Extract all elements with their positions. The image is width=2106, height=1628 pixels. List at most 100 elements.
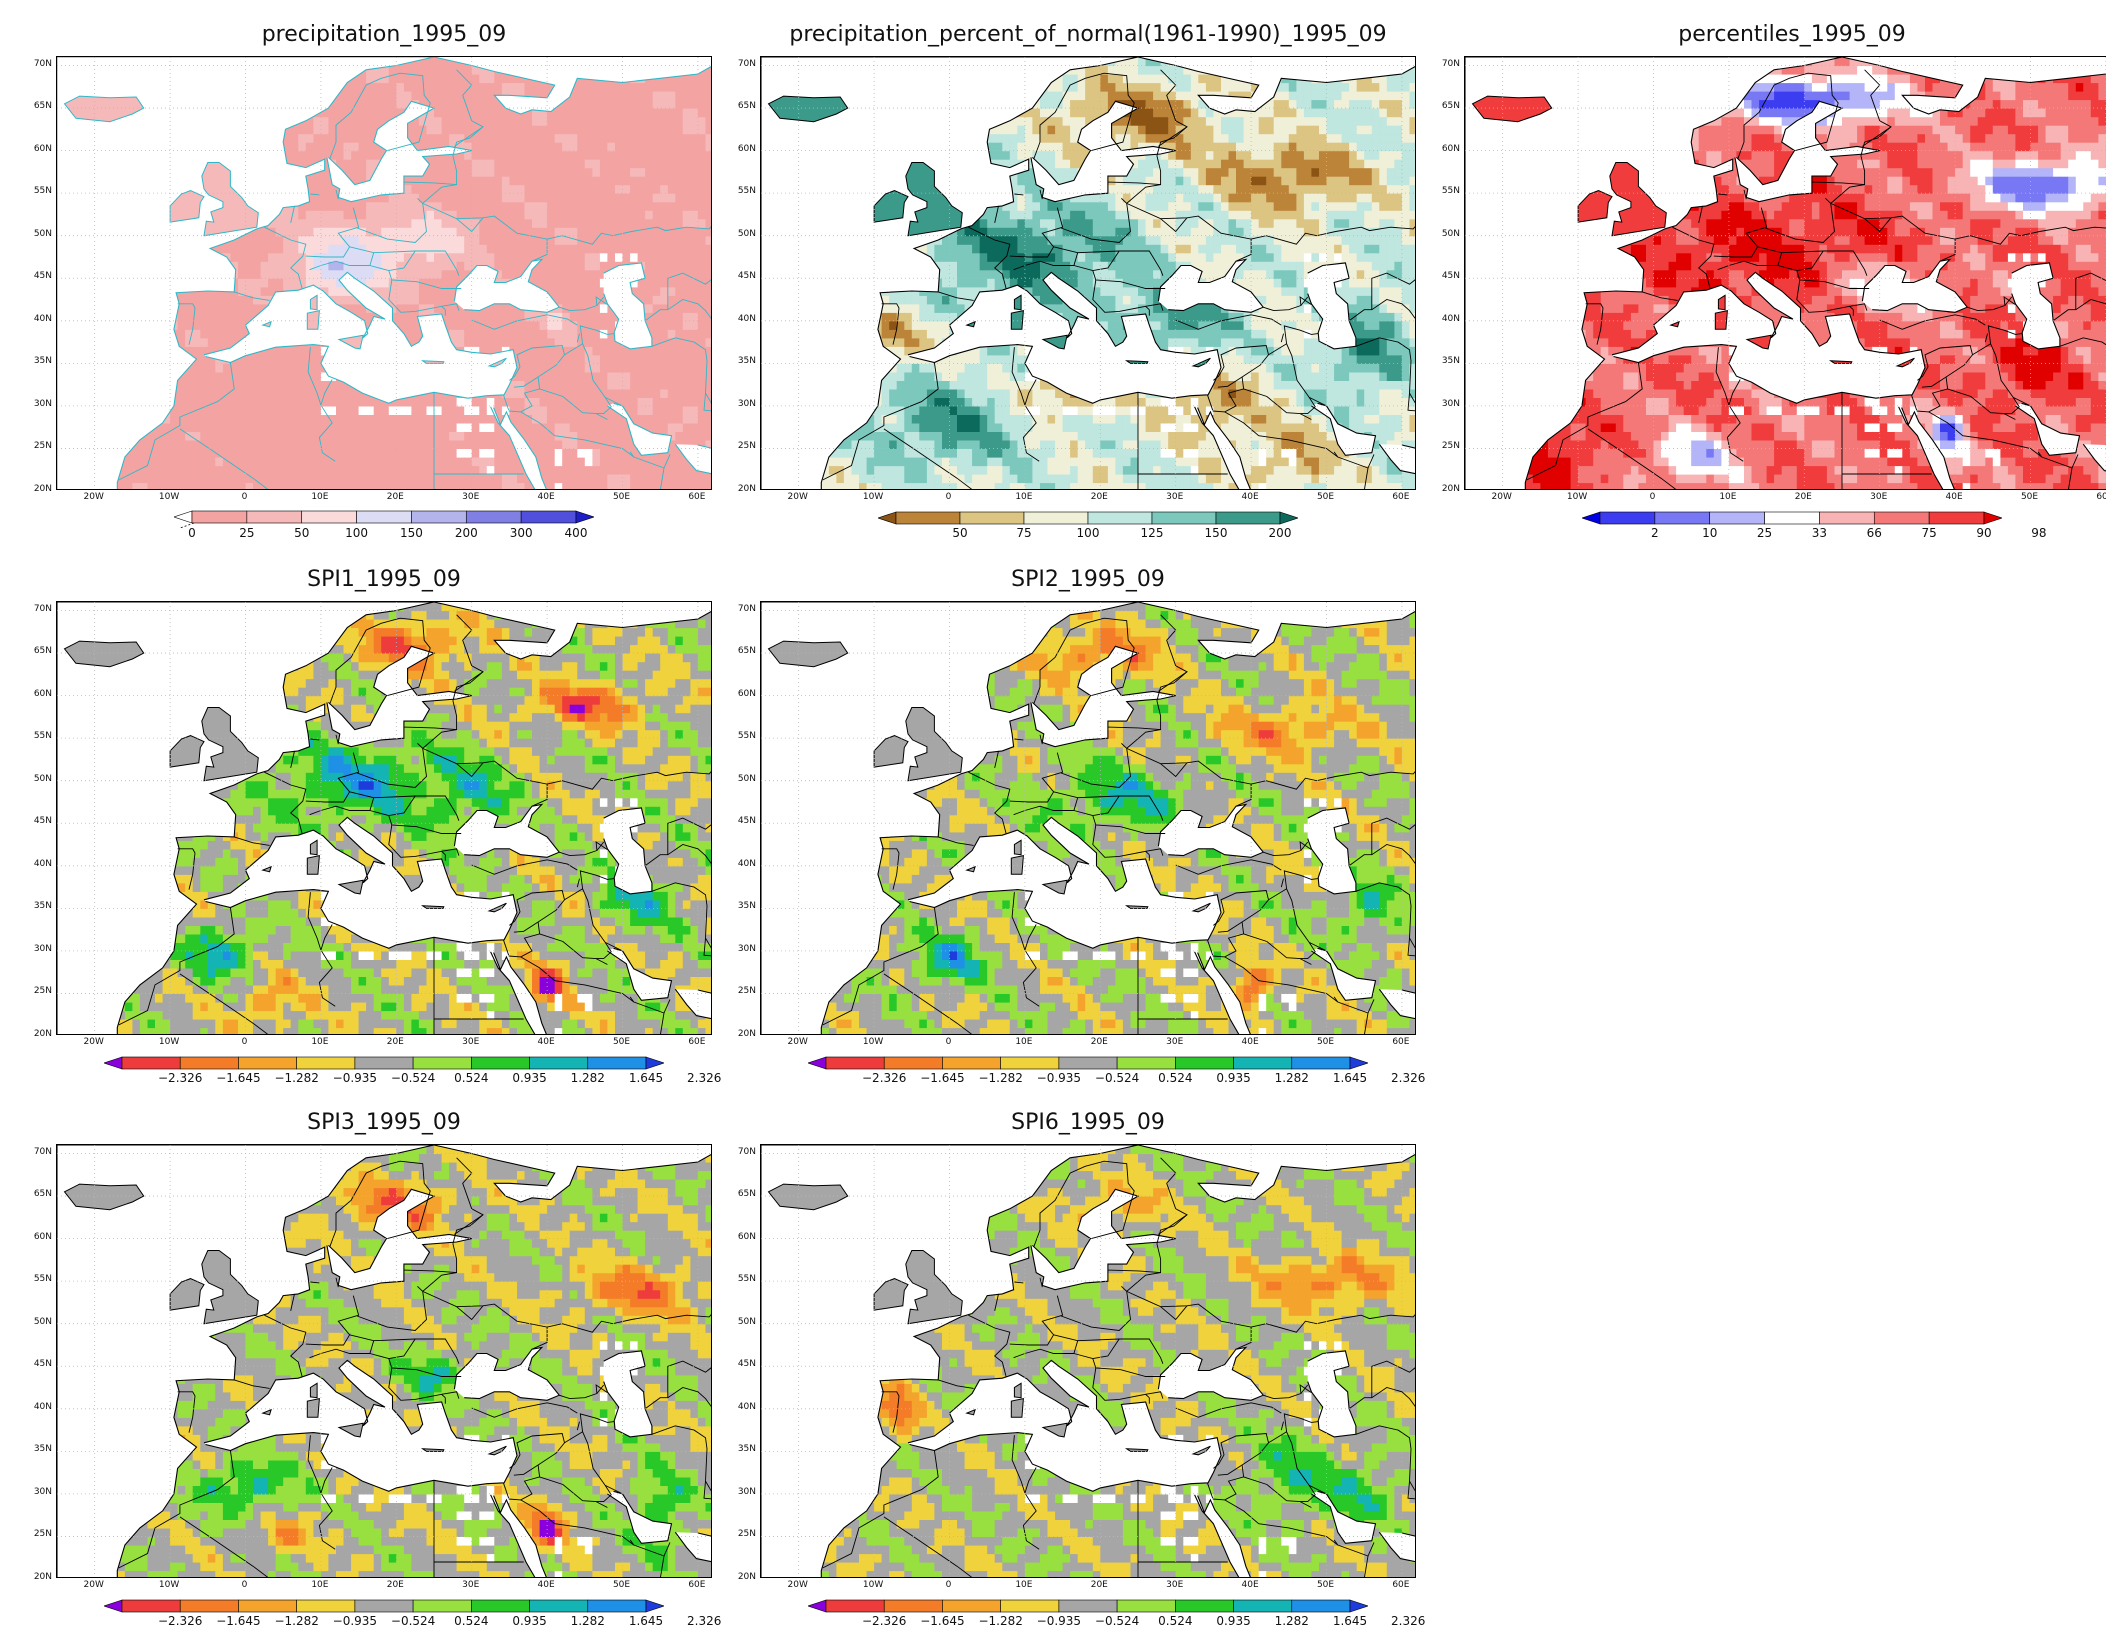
- lat-tick-label: 35N: [26, 1444, 52, 1454]
- colorbar-label: −2.326: [859, 1071, 909, 1085]
- lat-tick-label: 50N: [26, 229, 52, 239]
- lat-tick-label: 30N: [26, 1487, 52, 1497]
- colorbar-swatch: [411, 511, 466, 523]
- lat-tick-label: 25N: [26, 441, 52, 451]
- lat-tick-label: 30N: [26, 399, 52, 409]
- lon-tick-label: 10W: [154, 1580, 184, 1590]
- colorbar-swatch: [122, 1057, 180, 1069]
- colorbar-label: 0.524: [1150, 1071, 1200, 1085]
- colorbar-label: 75: [1904, 526, 1954, 540]
- lon-tick-label: 40E: [1235, 1037, 1265, 1047]
- colorbar-swatch: [355, 1600, 413, 1612]
- colorbar-swatch: [1292, 1057, 1350, 1069]
- colorbar-label: −1.645: [917, 1071, 967, 1085]
- lat-tick-label: 45N: [26, 816, 52, 826]
- lon-tick-label: 10E: [305, 492, 335, 502]
- colorbar-swatch: [1292, 1600, 1350, 1612]
- colorbar-label: 1.645: [621, 1071, 671, 1085]
- lat-tick-label: 55N: [730, 186, 756, 196]
- colorbar-label: 0: [167, 526, 217, 540]
- lat-tick-label: 65N: [26, 1189, 52, 1199]
- map-field: [57, 602, 712, 1035]
- lat-tick-label: 20N: [730, 1029, 756, 1039]
- colorbar-label: −1.282: [976, 1614, 1026, 1628]
- colorbar-swatch: [1600, 512, 1655, 524]
- lon-tick-label: 40E: [1235, 492, 1265, 502]
- lon-tick-label: 60E: [682, 492, 712, 502]
- lon-tick-label: 50E: [1311, 492, 1341, 502]
- lon-tick-label: 10W: [858, 1037, 888, 1047]
- lon-tick-label: 20W: [783, 1580, 813, 1590]
- lon-tick-label: 10E: [1009, 492, 1039, 502]
- lat-tick-label: 20N: [26, 1572, 52, 1582]
- colorbar-lower-arrow: [174, 511, 192, 523]
- lat-tick-label: 40N: [730, 859, 756, 869]
- colorbar-lower-arrow: [878, 512, 896, 524]
- colorbar-label: 1.282: [563, 1614, 613, 1628]
- lat-tick-label: 20N: [26, 1029, 52, 1039]
- lat-tick-label: 20N: [730, 1572, 756, 1582]
- lon-tick-label: 10W: [154, 1037, 184, 1047]
- colorbar-label: 200: [1255, 526, 1305, 540]
- map-frame: [760, 1144, 1416, 1578]
- colorbar-label: 25: [222, 526, 272, 540]
- lat-tick-label: 35N: [730, 356, 756, 366]
- colorbar-label: 0.524: [1150, 1614, 1200, 1628]
- colorbar-label: 98: [2014, 526, 2064, 540]
- lat-tick-label: 40N: [26, 1402, 52, 1412]
- lon-tick-label: 0: [934, 1580, 964, 1590]
- lon-tick-label: 60E: [682, 1580, 712, 1590]
- island: [1715, 311, 1727, 330]
- map-field: [57, 1145, 712, 1578]
- colorbar-upper-arrow: [1280, 512, 1298, 524]
- colorbar-swatch: [180, 1600, 238, 1612]
- colorbar-label: 0.935: [1209, 1614, 1259, 1628]
- lat-tick-label: 45N: [1434, 271, 1460, 281]
- lon-tick-label: 20W: [79, 492, 109, 502]
- colorbar-label: −2.326: [859, 1614, 909, 1628]
- lat-tick-label: 55N: [730, 1274, 756, 1284]
- colorbar-label: −2.326: [155, 1071, 205, 1085]
- lon-tick-label: 20W: [79, 1580, 109, 1590]
- colorbar-label: 1.645: [1325, 1071, 1375, 1085]
- lat-tick-label: 70N: [26, 1147, 52, 1157]
- colorbar-label: 200: [441, 526, 491, 540]
- colorbar-upper-arrow: [646, 1600, 664, 1612]
- colorbar-label: 25: [1740, 526, 1790, 540]
- colorbar-swatch: [826, 1057, 884, 1069]
- colorbar-swatch: [1929, 512, 1984, 524]
- map-field: [761, 602, 1416, 1035]
- colorbar-swatch: [942, 1057, 1000, 1069]
- colorbar-upper-arrow: [646, 1057, 664, 1069]
- colorbar-label: 400: [551, 526, 601, 540]
- colorbar-swatch: [1874, 512, 1929, 524]
- lon-tick-label: 20W: [783, 492, 813, 502]
- colorbar-swatch: [1001, 1057, 1059, 1069]
- lon-tick-label: 20W: [1487, 492, 1517, 502]
- lat-tick-label: 70N: [730, 1147, 756, 1157]
- lon-tick-label: 60E: [1386, 1037, 1416, 1047]
- colorbar-swatch: [180, 1057, 238, 1069]
- lon-tick-label: 60E: [2090, 492, 2106, 502]
- colorbar-swatch: [1175, 1600, 1233, 1612]
- lat-tick-label: 30N: [730, 944, 756, 954]
- colorbar-label: 1.645: [621, 1614, 671, 1628]
- lon-tick-label: 40E: [531, 492, 561, 502]
- colorbar-label: 66: [1849, 526, 1899, 540]
- lat-tick-label: 35N: [26, 901, 52, 911]
- lat-tick-label: 50N: [1434, 229, 1460, 239]
- lat-tick-label: 20N: [730, 484, 756, 494]
- lon-tick-label: 0: [934, 492, 964, 502]
- lon-tick-label: 0: [1638, 492, 1668, 502]
- colorbar-lower-arrow: [808, 1600, 826, 1612]
- lat-tick-label: 55N: [1434, 186, 1460, 196]
- colorbar-label: 0.935: [1209, 1071, 1259, 1085]
- colorbar-swatch: [1024, 512, 1088, 524]
- lon-tick-label: 0: [934, 1037, 964, 1047]
- lon-tick-label: 20E: [1084, 1580, 1114, 1590]
- lat-tick-label: 70N: [26, 59, 52, 69]
- lon-tick-label: 30E: [456, 492, 486, 502]
